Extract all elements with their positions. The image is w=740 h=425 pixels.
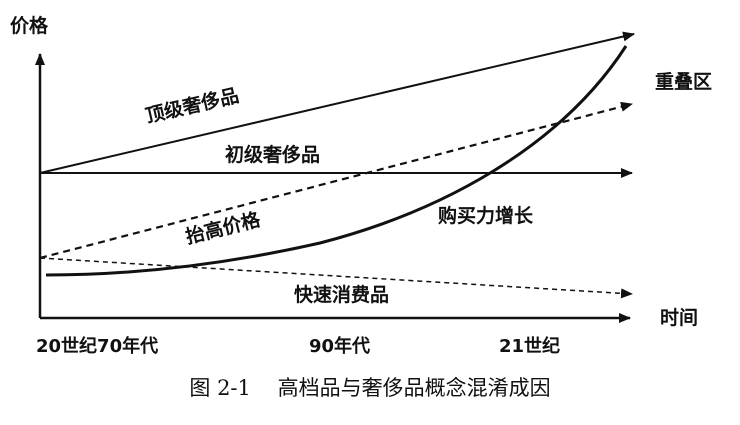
overlap-zone-label: 重叠区 [655, 71, 713, 93]
y-axis-label: 价格 [10, 15, 49, 37]
x-axis-label: 时间 [660, 307, 699, 329]
raised-price-line [39, 101, 633, 260]
fast-consumer-label: 快速消费品 [294, 284, 390, 306]
x-tick-21st-century: 21世纪 [499, 336, 561, 357]
x-tick-1990s: 90年代 [309, 336, 371, 357]
purchasing-power-curve [45, 45, 628, 277]
entry-luxury-label: 初级奢侈品 [225, 144, 321, 166]
x-tick-1970s: 20世纪70年代 [36, 336, 159, 357]
top-luxury-line [39, 31, 635, 174]
purchasing-power-label: 购买力增长 [438, 205, 534, 227]
figure-caption: 图 2-1 高档品与奢侈品概念混淆成因 [189, 376, 551, 400]
